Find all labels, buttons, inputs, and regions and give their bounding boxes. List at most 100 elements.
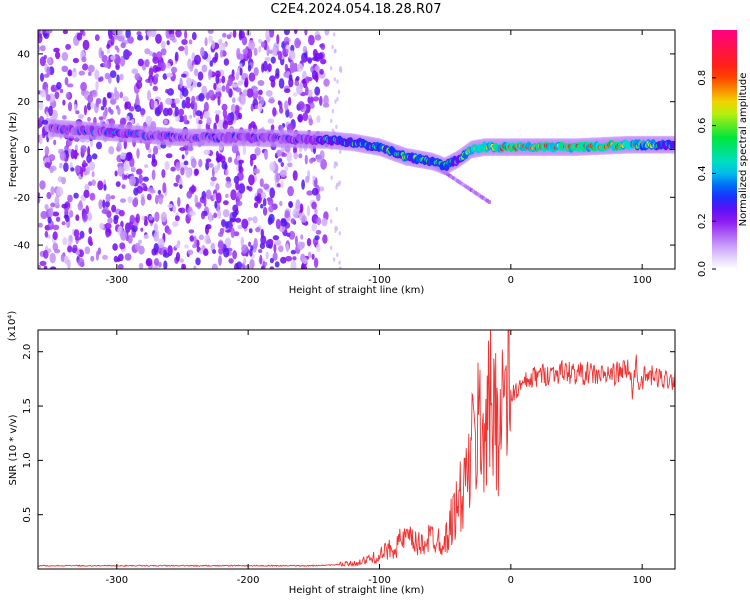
noise-speckle	[223, 200, 229, 206]
noise-speckle	[323, 78, 330, 87]
noise-speckle	[136, 31, 142, 36]
noise-speckle	[203, 248, 209, 256]
noise-speckle	[200, 47, 205, 57]
noise-speckle	[272, 235, 280, 241]
noise-speckle	[74, 164, 81, 174]
colorbar-tick-label: 0.2	[697, 213, 708, 229]
noise-speckle	[164, 160, 170, 171]
noise-speckle	[276, 149, 283, 157]
noise-speckle	[44, 146, 50, 156]
noise-speckle	[152, 85, 158, 92]
noise-speckle	[181, 99, 187, 109]
noise-speckle	[288, 111, 293, 119]
noise-speckle	[44, 204, 49, 211]
noise-speckle	[267, 63, 272, 72]
noise-speckle	[205, 189, 212, 200]
noise-speckle	[194, 54, 201, 65]
noise-speckle	[92, 89, 96, 95]
noise-speckle	[188, 229, 195, 234]
noise-speckle	[333, 164, 336, 169]
noise-speckle	[119, 91, 124, 99]
noise-speckle	[238, 112, 243, 120]
noise-speckle	[315, 72, 319, 83]
noise-speckle	[170, 166, 176, 172]
noise-speckle	[166, 228, 172, 235]
noise-speckle	[232, 250, 238, 260]
noise-speckle	[215, 156, 222, 162]
noise-speckle	[241, 36, 248, 46]
noise-speckle	[253, 67, 259, 76]
noise-speckle	[243, 89, 248, 97]
noise-speckle	[215, 70, 221, 78]
noise-speckle	[84, 246, 91, 255]
noise-speckle	[246, 88, 254, 98]
noise-speckle	[144, 59, 150, 68]
noise-speckle	[140, 108, 146, 116]
noise-speckle	[53, 47, 60, 53]
noise-speckle	[235, 181, 240, 191]
noise-speckle	[288, 50, 296, 60]
noise-speckle	[59, 151, 66, 161]
noise-speckle	[221, 219, 226, 228]
noise-speckle	[254, 195, 261, 202]
noise-speckle	[90, 255, 95, 262]
noise-speckle	[186, 77, 192, 87]
noise-speckle	[104, 72, 111, 80]
noise-speckle	[189, 210, 196, 216]
noise-speckle	[264, 57, 271, 62]
noise-speckle	[67, 101, 73, 112]
noise-speckle	[265, 251, 269, 260]
y-tick-label: -40	[14, 241, 30, 252]
noise-speckle	[288, 201, 293, 208]
noise-speckle	[161, 169, 166, 178]
noise-speckle	[258, 249, 263, 253]
noise-speckle	[101, 54, 108, 63]
noise-speckle	[280, 256, 287, 264]
noise-speckle	[134, 242, 141, 251]
noise-speckle	[211, 263, 218, 269]
noise-speckle	[45, 86, 49, 97]
noise-speckle	[49, 252, 56, 264]
noise-speckle	[299, 81, 304, 90]
noise-speckle	[167, 203, 174, 209]
noise-speckle	[226, 34, 232, 40]
noise-speckle	[231, 144, 239, 154]
noise-speckle	[265, 90, 273, 97]
noise-speckle	[188, 39, 193, 45]
noise-speckle	[54, 196, 60, 206]
noise-speckle	[80, 81, 87, 92]
noise-speckle	[133, 197, 139, 205]
noise-speckle	[254, 104, 259, 110]
noise-speckle	[75, 214, 80, 221]
noise-speckle	[82, 213, 88, 222]
noise-speckle	[170, 103, 177, 109]
noise-speckle	[210, 180, 215, 187]
noise-speckle	[210, 176, 217, 182]
noise-speckle	[179, 77, 183, 89]
noise-speckle	[169, 33, 176, 41]
noise-speckle	[231, 83, 239, 88]
noise-speckle	[225, 181, 232, 189]
noise-speckle	[166, 40, 170, 46]
noise-speckle	[71, 68, 77, 78]
x-tick-label: 0	[508, 275, 514, 286]
noise-speckle	[77, 258, 85, 267]
noise-speckle	[238, 159, 244, 164]
noise-speckle	[88, 181, 93, 187]
noise-speckle	[147, 153, 152, 159]
noise-speckle	[146, 30, 153, 37]
noise-speckle	[83, 105, 88, 116]
noise-speckle	[268, 205, 274, 213]
noise-speckle	[125, 115, 130, 122]
y-multiplier-label: (x10⁴)	[7, 311, 18, 342]
noise-speckle	[292, 170, 298, 181]
noise-speckle	[283, 30, 290, 36]
noise-speckle	[258, 102, 263, 113]
noise-speckle	[194, 168, 199, 176]
noise-speckle	[193, 68, 199, 77]
noise-speckle	[240, 96, 246, 105]
noise-speckle	[214, 110, 222, 115]
noise-speckle	[91, 171, 95, 178]
noise-speckle	[225, 169, 229, 176]
y-tick-label: 0	[24, 145, 30, 156]
